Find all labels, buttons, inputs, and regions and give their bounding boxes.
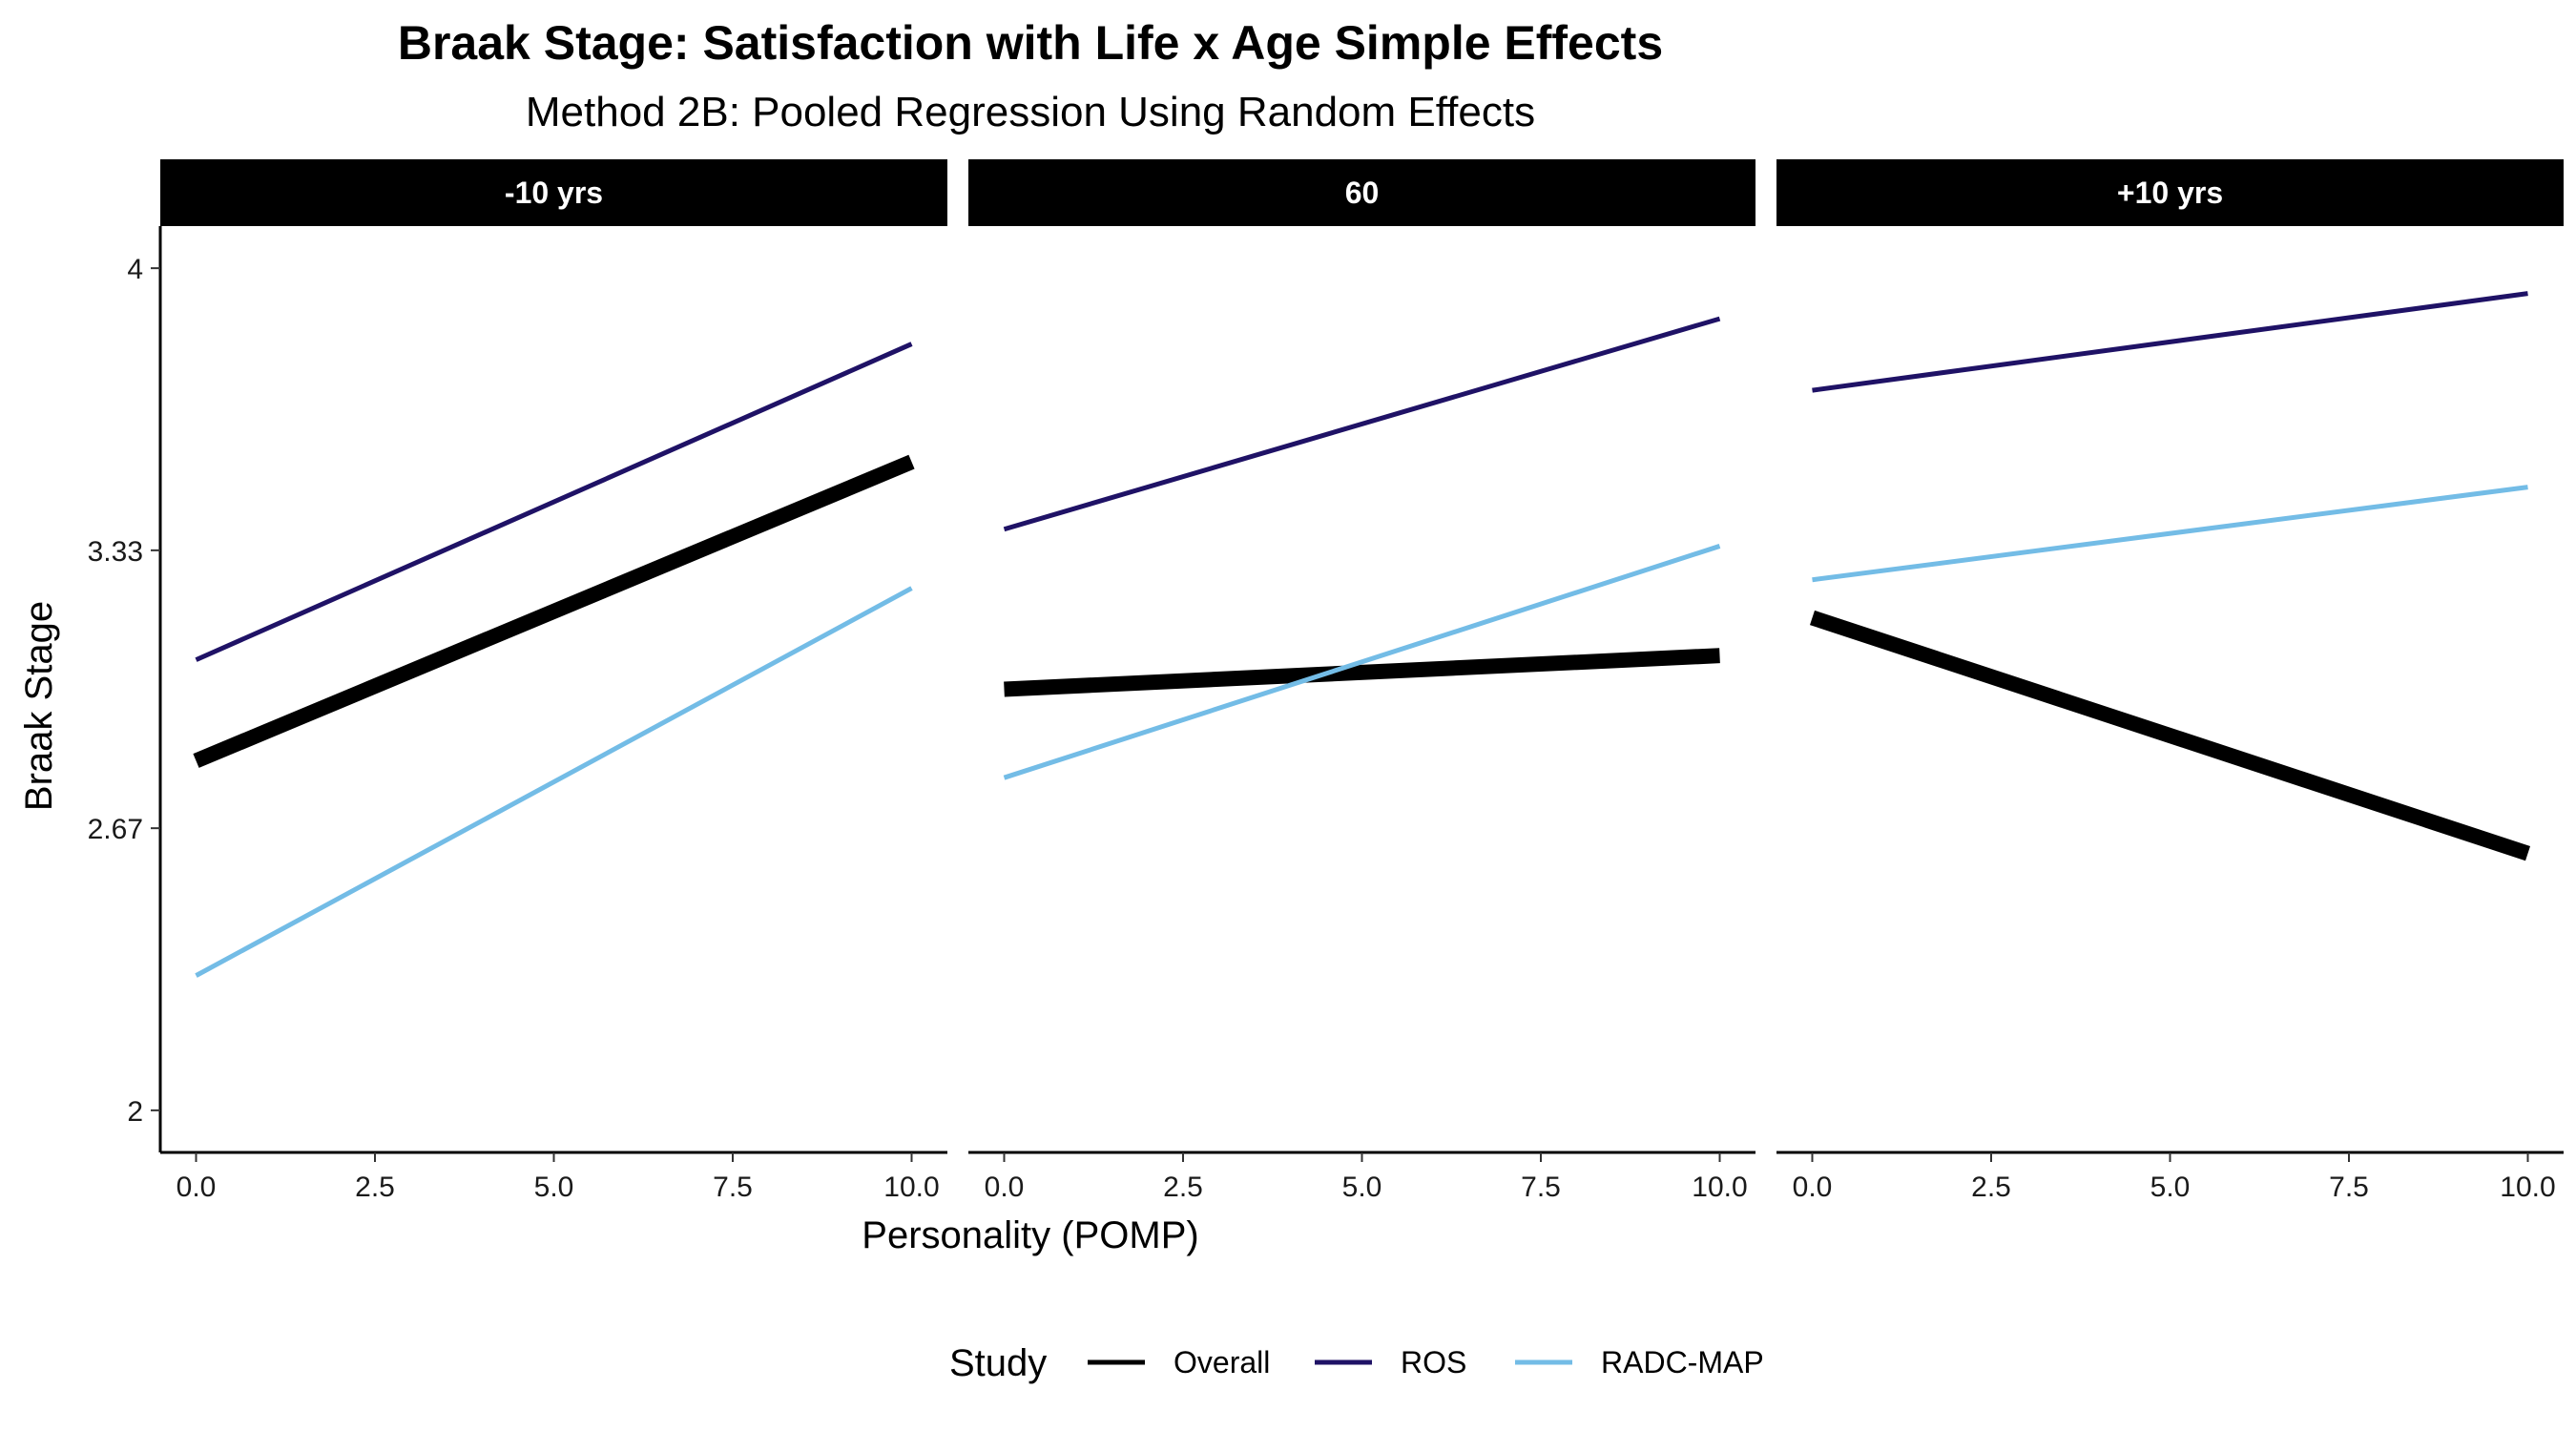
x-tick-label: 2.5 [1971,1172,2011,1203]
legend-title: Study [949,1342,1047,1384]
series-line-overall [193,454,915,768]
facet-panel-10-yrs: +10 yrs 0.0 2.5 5.0 7.5 10.0 [1776,159,2564,1203]
legend-item-radc-map: RADC-MAP [1515,1345,1764,1379]
facet-panel-60: 60 0.0 2.5 5.0 7.5 10.0 [968,159,1755,1203]
x-tick-label: 2.5 [355,1172,395,1203]
series-line-ros [1003,316,1721,532]
y-tick-label: 2 [127,1096,143,1128]
x-tick-label: 10.0 [1692,1172,1747,1203]
series-line-radc-map [195,586,913,978]
x-tick-label: 7.5 [2329,1172,2369,1203]
y-tick-label: 4 [127,254,143,285]
x-tick-label: 10.0 [2500,1172,2555,1203]
x-tick-label: 7.5 [713,1172,753,1203]
legend-item-overall: Overall [1088,1345,1270,1379]
facet-strip [968,159,1755,226]
y-tick-label: 3.33 [88,536,143,568]
series-line-ros [195,342,913,662]
facet-strip-label: 60 [1345,176,1380,210]
x-tick-label: 5.0 [1342,1172,1382,1203]
x-tick-label: 7.5 [1521,1172,1561,1203]
series-line-overall [1809,610,2531,861]
chart-subtitle: Method 2B: Pooled Regression Using Rando… [526,89,1535,135]
facet-panel-10-yrs: -10 yrs 0.0 2.5 5.0 7.5 10.0 2 2.67 3.33 4 [88,159,947,1203]
series-line-ros [1812,291,2528,393]
x-tick-label: 0.0 [985,1172,1025,1203]
y-tick-label: 2.67 [88,814,143,845]
legend-label-overall: Overall [1174,1345,1270,1379]
series-line-radc-map [1003,544,1721,780]
legend-item-ros: ROS [1315,1345,1466,1379]
legend-label-ros: ROS [1401,1345,1466,1379]
y-axis-title: Braak Stage [18,601,60,811]
facet-strip [160,159,947,226]
x-axis-title: Personality (POMP) [862,1214,1198,1256]
x-tick-label: 5.0 [2150,1172,2191,1203]
x-tick-label: 2.5 [1163,1172,1203,1203]
x-tick-label: 10.0 [883,1172,939,1203]
series-line-overall [1004,648,1720,697]
facet-panels: -10 yrs 0.0 2.5 5.0 7.5 10.0 2 2.67 3.33 4 60 0.0 2.… [88,159,2564,1203]
legend-label-radc-map: RADC-MAP [1601,1345,1764,1379]
x-tick-label: 0.0 [177,1172,217,1203]
legend: Study Overall ROS RADC-MAP [949,1342,1764,1384]
facet-strip-label: -10 yrs [505,176,603,210]
facet-strip [1776,159,2564,226]
x-tick-label: 5.0 [534,1172,574,1203]
facet-strip-label: +10 yrs [2117,176,2223,210]
chart-title: Braak Stage: Satisfaction with Life x Ag… [398,16,1663,70]
x-tick-label: 0.0 [1793,1172,1833,1203]
series-line-radc-map [1812,485,2528,583]
